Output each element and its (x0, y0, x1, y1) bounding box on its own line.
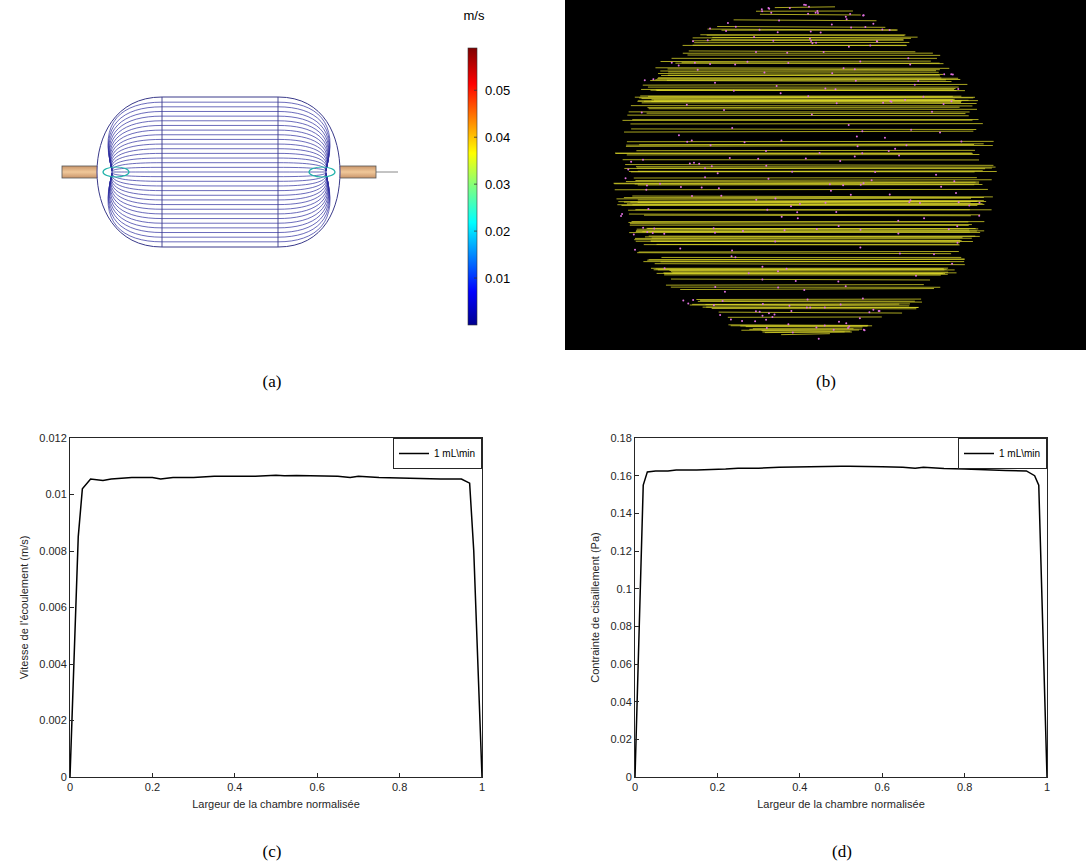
svg-text:0: 0 (61, 771, 67, 783)
svg-text:0.1: 0.1 (617, 583, 632, 595)
svg-text:0.006: 0.006 (39, 601, 67, 613)
svg-text:0.8: 0.8 (957, 781, 972, 793)
svg-text:0: 0 (67, 781, 73, 793)
svg-text:0.04: 0.04 (610, 696, 631, 708)
svg-text:0.12: 0.12 (610, 545, 631, 557)
svg-text:0.2: 0.2 (710, 781, 725, 793)
svg-text:0.004: 0.004 (39, 658, 67, 670)
svg-text:1: 1 (1044, 781, 1050, 793)
svg-text:0.6: 0.6 (310, 781, 325, 793)
svg-text:0.05: 0.05 (485, 83, 510, 98)
svg-text:0: 0 (632, 781, 638, 793)
svg-text:0.01: 0.01 (485, 271, 510, 286)
svg-text:0.16: 0.16 (610, 470, 631, 482)
svg-text:1: 1 (479, 781, 485, 793)
svg-text:0.01: 0.01 (45, 488, 66, 500)
svg-text:0.8: 0.8 (392, 781, 407, 793)
svg-text:Vitesse de l'écoulement (m/s): Vitesse de l'écoulement (m/s) (18, 536, 30, 680)
svg-text:0.012: 0.012 (39, 432, 67, 444)
svg-text:Contrainte de cisaillement (Pa: Contrainte de cisaillement (Pa) (589, 532, 601, 682)
html-text:(d): (d) (832, 842, 852, 861)
html-text:(c): (c) (262, 842, 282, 861)
svg-text:Largeur de la chambre normalis: Largeur de la chambre normalisée (757, 798, 925, 810)
svg-text:0.04: 0.04 (485, 130, 510, 145)
svg-text:0.008: 0.008 (39, 545, 67, 557)
html-text:(b): (b) (816, 372, 836, 391)
svg-text:0.2: 0.2 (145, 781, 160, 793)
svg-text:0.6: 0.6 (875, 781, 890, 793)
svg-text:1 mL\min: 1 mL\min (999, 448, 1040, 459)
svg-text:0.03: 0.03 (485, 177, 510, 192)
svg-text:0.02: 0.02 (610, 733, 631, 745)
svg-text:0.08: 0.08 (610, 620, 631, 632)
svg-text:0.02: 0.02 (485, 224, 510, 239)
svg-text:0.4: 0.4 (792, 781, 807, 793)
svg-text:Largeur de la chambre normalis: Largeur de la chambre normalisée (192, 798, 360, 810)
svg-text:0.06: 0.06 (610, 658, 631, 670)
svg-text:0.18: 0.18 (610, 432, 631, 444)
svg-text:0.002: 0.002 (39, 714, 67, 726)
svg-text:m/s: m/s (464, 8, 485, 23)
svg-text:0.14: 0.14 (610, 507, 631, 519)
svg-text:0: 0 (626, 771, 632, 783)
html-text:(a): (a) (262, 372, 282, 391)
svg-text:0.4: 0.4 (227, 781, 242, 793)
svg-text:1 mL\min: 1 mL\min (434, 448, 475, 459)
